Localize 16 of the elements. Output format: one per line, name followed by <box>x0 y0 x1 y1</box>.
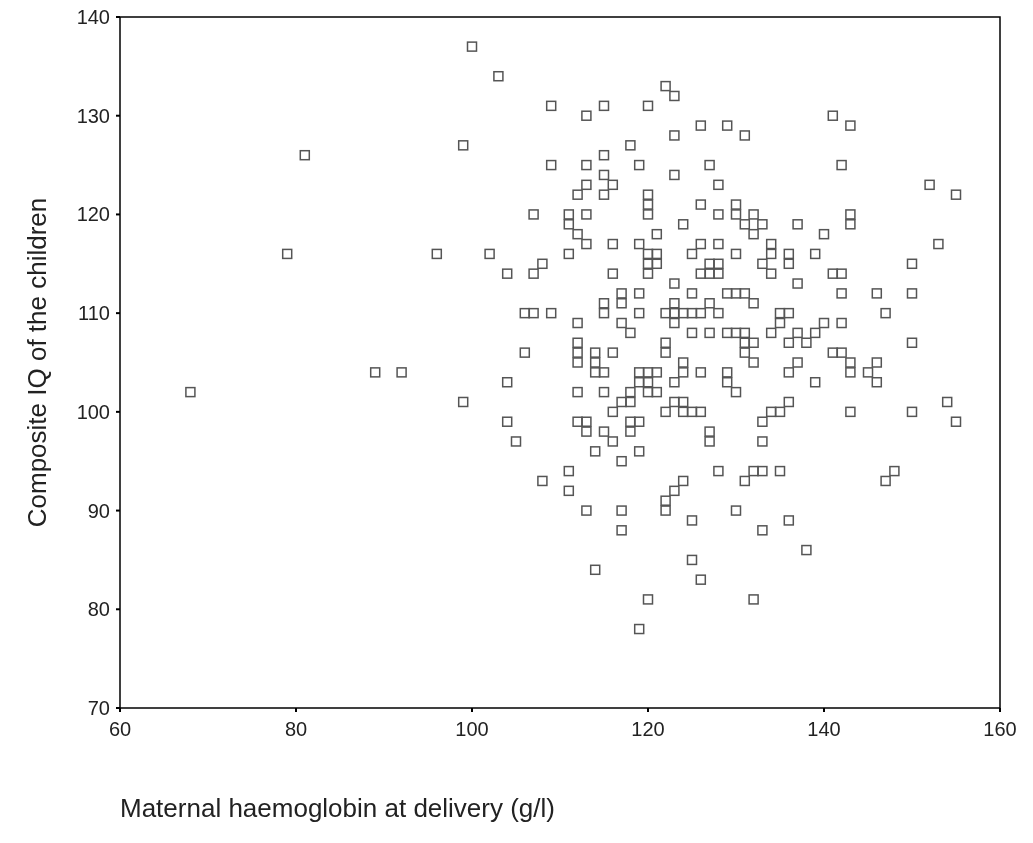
y-tick-label: 130 <box>76 104 110 127</box>
y-tick-label: 100 <box>76 400 110 423</box>
x-tick-label: 100 <box>455 718 489 740</box>
x-axis-title: Maternal haemoglobin at delivery (g/l) <box>120 793 555 823</box>
x-tick-label: 160 <box>983 718 1017 740</box>
y-axis-title: Composite IQ of the children <box>22 197 52 528</box>
y-tick-label: 80 <box>87 598 110 621</box>
x-tick-label: 60 <box>108 718 132 740</box>
y-tick-label: 70 <box>87 697 110 719</box>
y-tick-label: 90 <box>87 499 110 522</box>
y-tick-label: 120 <box>76 203 110 226</box>
y-tick-label: 110 <box>78 302 110 325</box>
x-tick-label: 80 <box>284 718 308 740</box>
x-tick-label: 120 <box>631 718 665 740</box>
x-tick-label: 140 <box>807 718 841 740</box>
y-tick-label: 140 <box>76 6 110 28</box>
